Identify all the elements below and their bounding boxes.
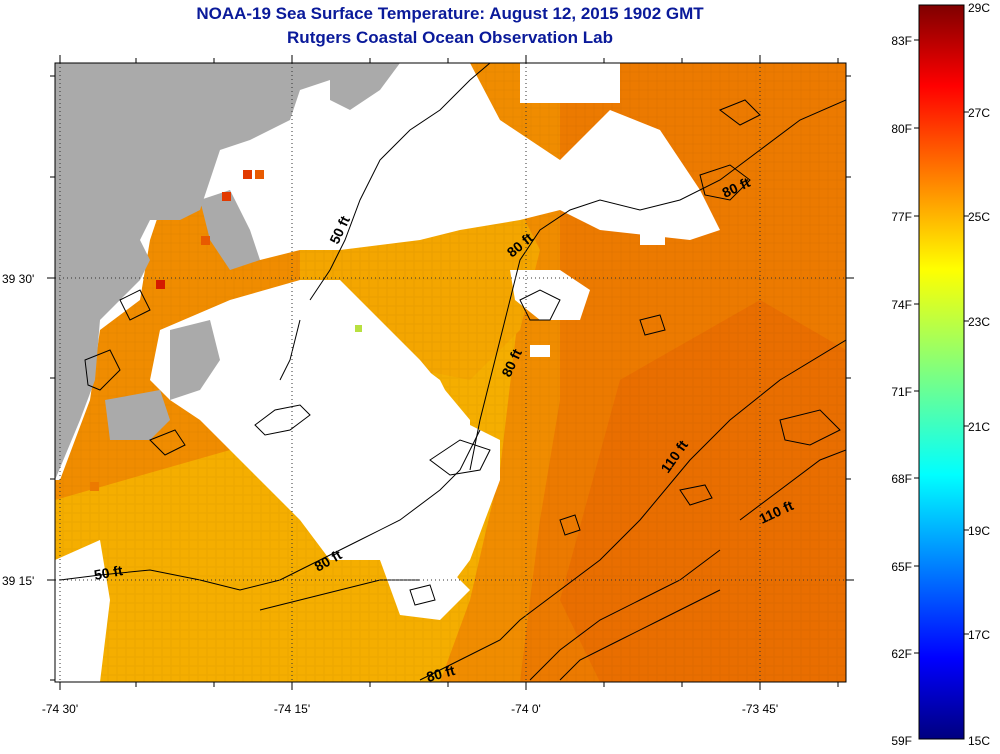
colorbar-label-f: 59F	[891, 734, 912, 748]
colorbar-label-f: 74F	[891, 298, 912, 312]
lat-label: 39 15'	[2, 574, 34, 588]
lon-label: -73 45'	[742, 702, 778, 716]
lon-label: -74 0'	[511, 702, 541, 716]
colorbar-label-c: 27C	[968, 106, 990, 120]
colorbar-label-f: 65F	[891, 560, 912, 574]
colorbar-label-c: 19C	[968, 524, 990, 538]
map-frame	[54, 62, 847, 683]
colorbar-label-f: 83F	[891, 34, 912, 48]
colorbar-label-f: 77F	[891, 210, 912, 224]
lon-label: -74 15'	[274, 702, 310, 716]
colorbar-label-f: 68F	[891, 472, 912, 486]
lat-label: 39 30'	[2, 272, 34, 286]
map-title: NOAA-19 Sea Surface Temperature: August …	[196, 4, 704, 23]
colorbar-label-c: 15C	[968, 734, 990, 748]
colorbar-label-c: 21C	[968, 420, 990, 434]
colorbar-label-c: 17C	[968, 628, 990, 642]
colorbar-label-c: 25C	[968, 210, 990, 224]
colorbar-label-f: 71F	[891, 385, 912, 399]
map-ticks	[47, 55, 854, 690]
colorbar-label-c: 23C	[968, 315, 990, 329]
sst-raster	[55, 63, 846, 682]
contour-label: 80 ft	[425, 662, 457, 685]
lon-label: -74 30'	[42, 702, 78, 716]
contour-label: 50 ft	[93, 562, 124, 583]
colorbar-label-f: 62F	[891, 647, 912, 661]
map-subtitle: Rutgers Coastal Ocean Observation Lab	[287, 28, 613, 47]
colorbar-gradient	[918, 4, 965, 740]
depth-contours	[59, 63, 846, 681]
colorbar-label-f: 80F	[891, 122, 912, 136]
colorbar-label-c: 29C	[968, 1, 990, 15]
